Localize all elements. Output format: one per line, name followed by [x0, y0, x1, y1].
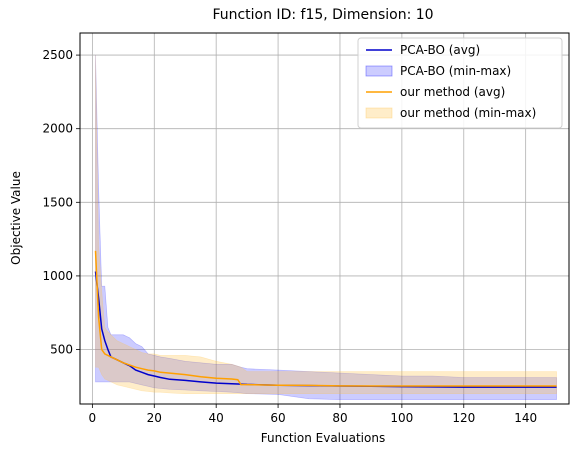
y-axis-label: Objective Value: [9, 171, 23, 265]
x-tick-label: 80: [332, 411, 347, 425]
y-tick-label: 1500: [42, 195, 73, 209]
x-tick-label: 20: [147, 411, 162, 425]
x-tick-label: 0: [89, 411, 97, 425]
legend-label: PCA-BO (avg): [400, 43, 480, 57]
legend: PCA-BO (avg) PCA-BO (min-max) our method (…: [358, 38, 562, 128]
y-tick-label: 2000: [42, 122, 73, 136]
y-tick-label: 1000: [42, 269, 73, 283]
legend-patch-swatch: [366, 66, 392, 76]
chart-title: Function ID: f15, Dimension: 10: [212, 7, 433, 23]
x-tick-label: 60: [270, 411, 285, 425]
y-tick-label: 2500: [42, 48, 73, 62]
x-tick-label: 40: [209, 411, 224, 425]
y-tick-label: 500: [50, 343, 73, 357]
x-axis-label: Function Evaluations: [261, 431, 385, 445]
legend-label: our method (avg): [400, 85, 505, 99]
x-tick-label: 120: [452, 411, 475, 425]
legend-patch-swatch: [366, 108, 392, 118]
x-tick-label: 140: [514, 411, 537, 425]
legend-label: our method (min-max): [400, 106, 536, 120]
x-tick-label: 100: [390, 411, 413, 425]
legend-label: PCA-BO (min-max): [400, 64, 511, 78]
